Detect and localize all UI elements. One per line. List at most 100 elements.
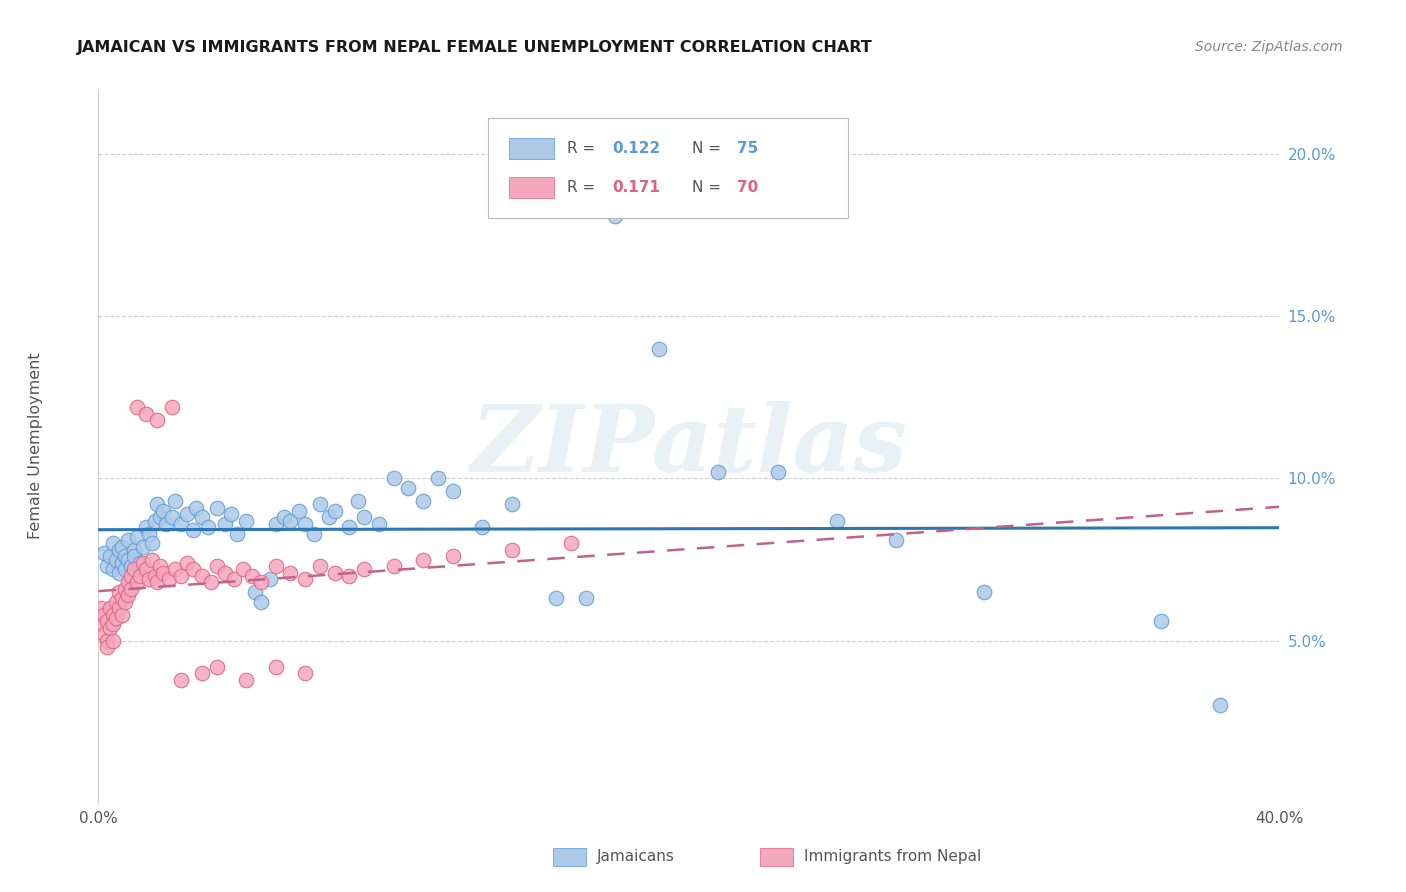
Point <box>108 601 131 615</box>
Text: Source: ZipAtlas.com: Source: ZipAtlas.com <box>1195 40 1343 54</box>
Point <box>141 552 163 566</box>
Point <box>132 556 155 570</box>
Point <box>149 559 172 574</box>
Point <box>232 562 254 576</box>
Point <box>176 507 198 521</box>
Point <box>337 568 360 582</box>
Point <box>323 566 346 580</box>
Point <box>574 591 596 606</box>
Text: 0.171: 0.171 <box>612 180 659 195</box>
Text: Immigrants from Nepal: Immigrants from Nepal <box>803 849 981 863</box>
Bar <box>553 847 586 866</box>
Point <box>973 585 995 599</box>
Point <box>103 633 125 648</box>
Point <box>197 520 219 534</box>
Point <box>105 552 128 566</box>
Point <box>135 562 157 576</box>
Point <box>146 497 169 511</box>
Point <box>90 601 112 615</box>
Point <box>205 500 228 515</box>
Point <box>176 556 198 570</box>
Point <box>114 582 136 596</box>
Point <box>117 588 139 602</box>
Point <box>128 568 150 582</box>
Point <box>96 614 118 628</box>
Point <box>117 552 139 566</box>
Point <box>318 510 340 524</box>
Bar <box>509 137 554 159</box>
Point <box>243 585 266 599</box>
Point <box>240 568 263 582</box>
Point <box>884 533 907 547</box>
Point <box>382 471 405 485</box>
Point <box>111 591 134 606</box>
Point <box>766 465 789 479</box>
Text: JAMAICAN VS IMMIGRANTS FROM NEPAL FEMALE UNEMPLOYMENT CORRELATION CHART: JAMAICAN VS IMMIGRANTS FROM NEPAL FEMALE… <box>77 40 873 55</box>
Point <box>98 549 121 564</box>
Point <box>294 666 316 681</box>
Point <box>93 607 115 622</box>
Point <box>165 562 187 576</box>
Point <box>117 533 139 547</box>
Point <box>138 572 160 586</box>
Point <box>105 611 128 625</box>
Point <box>427 471 450 485</box>
Point <box>382 559 405 574</box>
Text: R =: R = <box>567 141 600 156</box>
Point <box>264 559 287 574</box>
Point <box>162 400 183 414</box>
Point <box>235 673 257 687</box>
Point <box>1209 698 1232 713</box>
Point <box>707 465 730 479</box>
Point <box>120 582 142 596</box>
Point <box>132 540 155 554</box>
Text: ZIPatlas: ZIPatlas <box>471 401 907 491</box>
Point <box>501 497 523 511</box>
Point <box>98 621 121 635</box>
Point <box>105 595 128 609</box>
Point <box>1150 614 1173 628</box>
Point <box>412 552 434 566</box>
Point <box>181 524 204 538</box>
Point <box>224 572 246 586</box>
Point <box>605 209 627 223</box>
Point <box>191 510 214 524</box>
Point <box>146 413 169 427</box>
Point <box>278 566 302 580</box>
Point <box>205 659 228 673</box>
Point <box>441 549 464 564</box>
Point <box>103 607 125 622</box>
Point <box>309 559 332 574</box>
Point <box>412 494 434 508</box>
Point <box>111 540 134 554</box>
Point <box>111 556 134 570</box>
Bar <box>759 847 793 866</box>
Point <box>155 516 177 531</box>
Point <box>122 549 145 564</box>
Text: 75: 75 <box>737 141 759 156</box>
Point <box>96 559 118 574</box>
Text: 70: 70 <box>737 180 759 195</box>
Point <box>205 559 228 574</box>
Point <box>471 520 494 534</box>
Point <box>96 640 118 654</box>
Point <box>122 562 145 576</box>
Point <box>90 617 112 632</box>
Point <box>288 504 311 518</box>
Point <box>170 516 193 531</box>
Point <box>98 601 121 615</box>
Point <box>108 566 131 580</box>
Point <box>235 514 257 528</box>
Point <box>152 566 174 580</box>
Point <box>181 562 204 576</box>
Point <box>259 572 281 586</box>
Point <box>544 591 567 606</box>
Point <box>96 633 118 648</box>
Text: N =: N = <box>693 180 727 195</box>
Point <box>323 504 346 518</box>
FancyBboxPatch shape <box>488 118 848 218</box>
Point <box>184 500 207 515</box>
Point <box>170 568 193 582</box>
Text: Female Unemployment: Female Unemployment <box>28 352 42 540</box>
Point <box>219 507 242 521</box>
